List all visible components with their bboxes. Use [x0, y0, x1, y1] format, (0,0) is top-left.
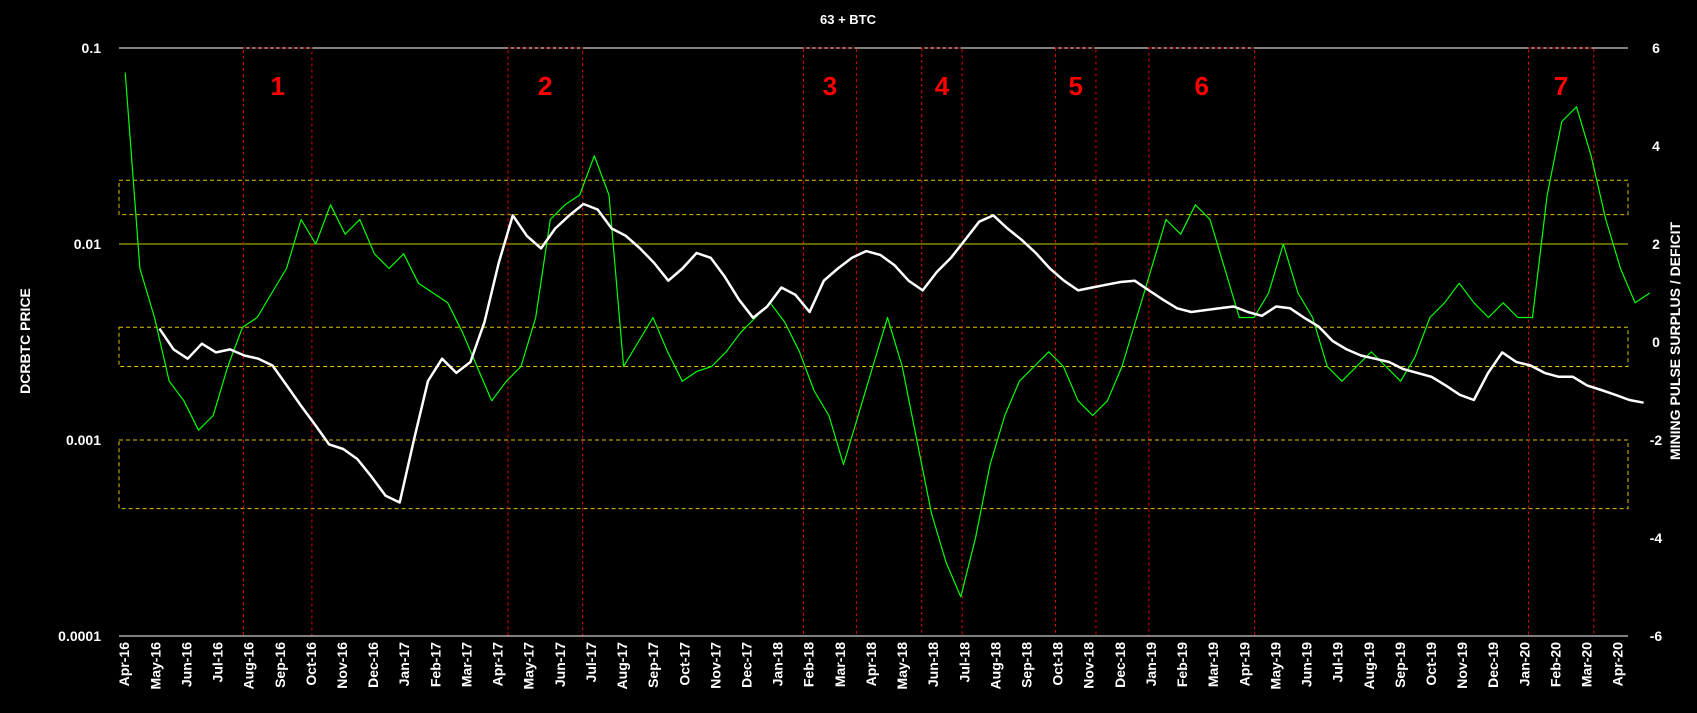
- highlight-zones: 1 2 3 4 5 6 7: [242, 47, 1595, 637]
- x-tick-label: Sep-18: [1019, 642, 1035, 688]
- x-tick-label: Nov-19: [1454, 642, 1470, 689]
- x-tick-label: Apr-20: [1610, 642, 1626, 687]
- right-axis-label: MINING PULSE SURPLUS / DEFICIT: [1667, 222, 1683, 460]
- zone-label: 7: [1554, 71, 1568, 101]
- zone-box: [802, 47, 857, 637]
- x-tick-label: Feb-20: [1547, 642, 1563, 687]
- right-tick-label: 4: [1652, 138, 1660, 154]
- x-tick-label: Sep-16: [272, 642, 288, 688]
- x-tick-label: Mar-20: [1579, 642, 1595, 687]
- yellow-band: [118, 326, 1629, 367]
- x-tick-label: Mar-19: [1205, 642, 1221, 687]
- series-lines: [124, 72, 1651, 598]
- x-tick-label: May-18: [894, 642, 910, 690]
- x-tick-label: Jul-16: [210, 642, 226, 683]
- x-tick-label: Jul-19: [1330, 642, 1346, 683]
- x-axis-ticks: Apr-16 May-16 Jun-16 Jul-16 Aug-16 Sep-16 Oct-…: [116, 642, 1626, 690]
- x-tick-label: Dec-16: [365, 642, 381, 688]
- zone-label: 1: [270, 71, 284, 101]
- x-tick-label: Jan-20: [1516, 642, 1532, 687]
- x-tick-label: May-19: [1267, 642, 1283, 690]
- zone-label: 4: [935, 71, 950, 101]
- x-tick-label: Nov-16: [334, 642, 350, 689]
- x-tick-label: May-17: [521, 642, 537, 690]
- yellow-bands: [118, 179, 1629, 510]
- price-line: [158, 202, 1644, 504]
- right-tick-label: 0: [1652, 334, 1660, 350]
- yellow-band: [118, 439, 1629, 510]
- x-tick-label: Jan-17: [396, 642, 412, 687]
- x-tick-label: Jun-19: [1299, 642, 1315, 687]
- zone-label: 3: [823, 71, 837, 101]
- x-tick-label: Jan-19: [1143, 642, 1159, 687]
- x-tick-label: Feb-19: [1174, 642, 1190, 687]
- zone-label: 2: [538, 71, 552, 101]
- zone-box: [507, 47, 584, 637]
- left-tick-label: 0.1: [82, 40, 102, 56]
- x-tick-label: Mar-18: [832, 642, 848, 687]
- right-tick-label: -6: [1650, 628, 1663, 644]
- left-tick-label: 0.0001: [58, 628, 101, 644]
- zone-box: [242, 47, 313, 637]
- x-tick-label: Feb-17: [427, 642, 443, 687]
- right-tick-label: 6: [1652, 40, 1660, 56]
- left-tick-label: 0.001: [66, 432, 101, 448]
- x-tick-label: Mar-17: [459, 642, 475, 687]
- x-tick-label: Dec-19: [1485, 642, 1501, 688]
- right-tick-label: -4: [1650, 530, 1663, 546]
- zone-box: [1055, 47, 1097, 637]
- x-tick-label: Dec-18: [1112, 642, 1128, 688]
- x-tick-label: Jun-18: [925, 642, 941, 687]
- x-tick-label: Aug-16: [241, 642, 257, 690]
- x-tick-label: Nov-17: [707, 642, 723, 689]
- x-tick-label: May-16: [147, 642, 163, 690]
- x-tick-label: Dec-17: [739, 642, 755, 688]
- x-tick-label: Apr-16: [116, 642, 132, 687]
- x-tick-label: Aug-17: [614, 642, 630, 690]
- right-tick-label: -2: [1650, 432, 1663, 448]
- x-tick-label: Jan-18: [770, 642, 786, 687]
- zone-label: 5: [1069, 71, 1083, 101]
- x-tick-label: Oct-17: [676, 642, 692, 686]
- chart-title: 63 + BTC: [820, 12, 877, 27]
- x-tick-label: Jul-17: [583, 642, 599, 683]
- x-tick-label: Aug-18: [987, 642, 1003, 690]
- zone-label: 6: [1195, 71, 1209, 101]
- x-tick-label: Apr-19: [1236, 642, 1252, 687]
- x-tick-label: Oct-18: [1050, 642, 1066, 686]
- x-tick-label: Sep-17: [645, 642, 661, 688]
- x-tick-label: Nov-18: [1081, 642, 1097, 689]
- x-tick-label: Aug-19: [1361, 642, 1377, 690]
- x-tick-label: Oct-16: [303, 642, 319, 686]
- left-tick-label: 0.01: [74, 236, 101, 252]
- x-tick-label: Apr-17: [490, 642, 506, 687]
- zone-box: [1527, 47, 1595, 637]
- x-tick-label: Apr-18: [863, 642, 879, 687]
- x-tick-label: Jun-16: [178, 642, 194, 687]
- x-tick-label: Sep-19: [1392, 642, 1408, 688]
- yellow-band: [118, 179, 1629, 216]
- x-tick-label: Feb-18: [801, 642, 817, 687]
- right-axis-ticks: 6 4 2 0 -2 -4 -6: [1650, 40, 1663, 644]
- mining-pulse-line: [124, 72, 1651, 598]
- x-tick-label: Jul-18: [956, 642, 972, 683]
- zone-box: [1148, 47, 1256, 637]
- x-tick-label: Oct-19: [1423, 642, 1439, 686]
- right-tick-label: 2: [1652, 236, 1660, 252]
- left-axis-ticks: 0.1 0.01 0.001 0.0001: [58, 40, 101, 644]
- x-tick-label: Jun-17: [552, 642, 568, 687]
- left-axis-label: DCRBTC PRICE: [17, 288, 33, 394]
